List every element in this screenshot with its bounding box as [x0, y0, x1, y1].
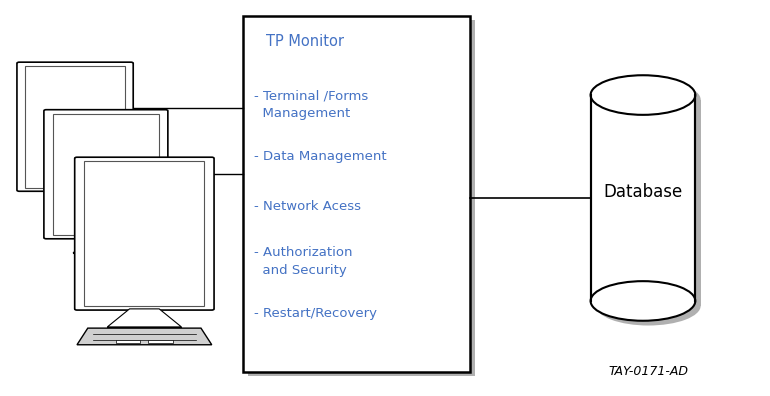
Polygon shape	[45, 190, 105, 205]
Text: Database: Database	[604, 183, 682, 201]
FancyBboxPatch shape	[116, 340, 140, 343]
FancyBboxPatch shape	[17, 62, 133, 191]
Text: - Restart/Recovery: - Restart/Recovery	[254, 307, 377, 320]
FancyBboxPatch shape	[75, 157, 214, 310]
Text: TP Monitor: TP Monitor	[266, 34, 343, 49]
FancyBboxPatch shape	[596, 100, 701, 306]
FancyBboxPatch shape	[44, 110, 168, 239]
FancyBboxPatch shape	[243, 16, 470, 372]
Ellipse shape	[591, 75, 695, 115]
FancyBboxPatch shape	[248, 20, 475, 376]
FancyBboxPatch shape	[591, 95, 695, 301]
Polygon shape	[107, 309, 182, 327]
FancyBboxPatch shape	[53, 114, 159, 235]
FancyBboxPatch shape	[25, 66, 125, 188]
Text: - Terminal /Forms
  Management: - Terminal /Forms Management	[254, 89, 368, 120]
Ellipse shape	[596, 80, 701, 120]
Ellipse shape	[591, 281, 695, 321]
FancyBboxPatch shape	[149, 340, 172, 343]
Polygon shape	[73, 238, 139, 253]
Ellipse shape	[596, 286, 701, 326]
Text: TAY-0171-AD: TAY-0171-AD	[608, 365, 688, 378]
FancyBboxPatch shape	[85, 162, 204, 306]
Polygon shape	[77, 328, 212, 345]
Text: - Network Acess: - Network Acess	[254, 200, 361, 213]
Text: - Data Management: - Data Management	[254, 150, 387, 164]
Text: - Authorization
  and Security: - Authorization and Security	[254, 246, 353, 276]
